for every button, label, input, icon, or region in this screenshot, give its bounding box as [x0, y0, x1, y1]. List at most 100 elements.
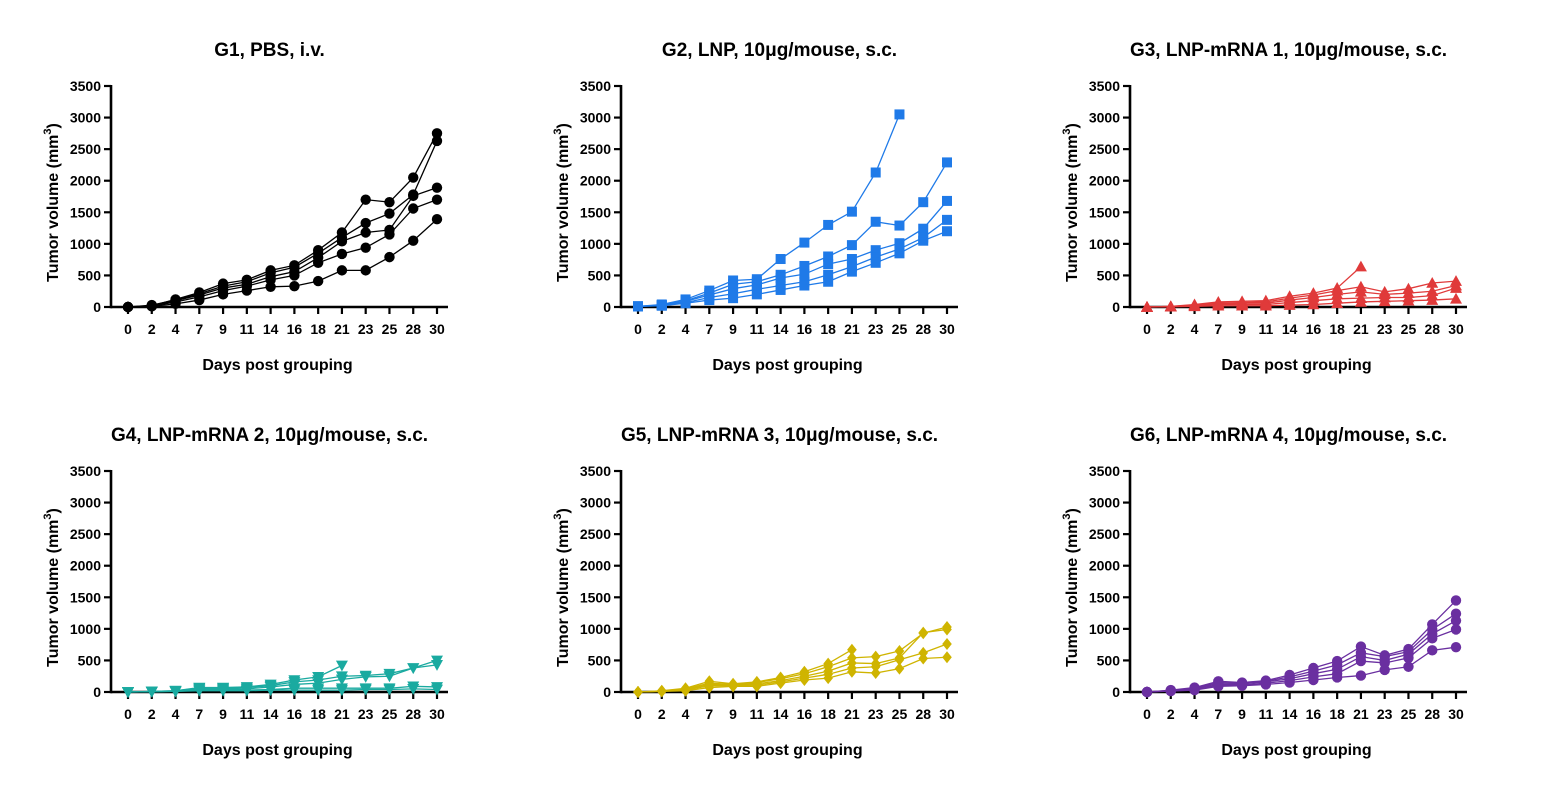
y-tick-label: 500	[588, 267, 612, 283]
chart-title: G1, PBS, i.v.	[214, 40, 325, 61]
y-axis-label: Tumor volume (mm3)	[1061, 508, 1081, 667]
y-tick-label: 3500	[580, 463, 611, 479]
series-line	[637, 162, 948, 308]
x-tick-label: 28	[1424, 321, 1440, 337]
x-tick-label: 11	[1258, 706, 1273, 722]
x-tick-label: 16	[287, 321, 303, 337]
data-point	[1236, 299, 1249, 311]
data-point	[1284, 677, 1295, 688]
data-point	[894, 220, 905, 231]
x-tick-label: 4	[1191, 321, 1199, 337]
y-tick-label: 2500	[70, 141, 101, 157]
x-tick-label: 30	[429, 321, 445, 337]
data-point	[407, 663, 420, 675]
x-tick-label: 2	[148, 706, 156, 722]
y-tick-label: 3500	[580, 78, 611, 94]
series-2	[633, 620, 952, 698]
data-point	[360, 217, 371, 229]
data-point	[894, 248, 905, 259]
chart-title: G4, LNP-mRNA 2, 10μg/mouse, s.c.	[111, 425, 428, 446]
x-tick-label: 25	[382, 706, 398, 722]
data-point	[870, 167, 881, 178]
x-tick-label: 28	[405, 321, 421, 337]
data-point	[1450, 641, 1462, 653]
y-tick-label: 1000	[70, 236, 101, 252]
data-point	[384, 208, 395, 219]
data-point	[1426, 277, 1439, 288]
data-point	[823, 269, 834, 280]
x-axis-label: Days post grouping	[712, 742, 862, 759]
series-1	[633, 643, 857, 698]
data-point	[918, 652, 929, 665]
data-point	[1354, 295, 1367, 307]
x-tick-label: 11	[239, 321, 254, 337]
y-tick-label: 500	[588, 652, 612, 668]
x-tick-label: 14	[263, 706, 279, 722]
data-point	[894, 662, 905, 675]
data-point	[942, 195, 952, 206]
y-tick-label: 3000	[580, 495, 611, 511]
x-tick-label: 21	[334, 706, 350, 722]
data-point	[1427, 633, 1438, 644]
series-line	[1146, 287, 1457, 308]
x-tick-label: 30	[939, 321, 955, 337]
x-tick-label: 7	[195, 321, 203, 337]
data-point	[751, 289, 762, 300]
data-point	[359, 672, 372, 683]
data-point	[1378, 295, 1391, 307]
x-tick-label: 0	[124, 706, 132, 722]
x-tick-label: 2	[658, 706, 666, 722]
data-point	[775, 677, 786, 690]
chart-title: G6, LNP-mRNA 4, 10μg/mouse, s.c.	[1130, 425, 1447, 446]
chart-panel-6: G6, LNP-mRNA 4, 10μg/mouse, s.c. 0 500 1000…	[1061, 425, 1467, 759]
x-tick-label: 25	[1401, 321, 1417, 337]
data-point	[823, 219, 834, 230]
data-point	[894, 109, 905, 120]
x-tick-label: 23	[868, 706, 884, 722]
y-tick-label: 3000	[70, 110, 101, 126]
data-point	[408, 203, 419, 214]
y-axis-label: Tumor volume (mm3)	[1061, 123, 1081, 282]
x-tick-label: 14	[773, 706, 789, 722]
data-point	[799, 269, 810, 280]
x-tick-label: 18	[820, 321, 836, 337]
chart-panel-2: G2, LNP, 10μg/mouse, s.c. 0 500 1000 1500 200…	[552, 40, 958, 374]
data-point	[335, 660, 348, 672]
x-tick-label: 2	[658, 321, 666, 337]
series-5	[633, 651, 952, 698]
y-tick-label: 2500	[580, 526, 611, 542]
data-point	[942, 157, 952, 168]
x-tick-label: 0	[1143, 706, 1151, 722]
chart-panel-1: G1, PBS, i.v. 0 500 1000 1500 2000 2500 3000 350…	[42, 40, 448, 374]
x-tick-label: 0	[634, 706, 642, 722]
data-point	[680, 684, 691, 697]
data-point	[656, 685, 667, 698]
x-axis-label: Days post grouping	[1221, 742, 1371, 759]
x-tick-label: 16	[1306, 706, 1322, 722]
y-tick-label: 2000	[1089, 558, 1120, 574]
y-tick-label: 1000	[580, 236, 611, 252]
x-tick-label: 25	[382, 321, 398, 337]
data-point	[704, 681, 715, 694]
y-tick-label: 2500	[1089, 526, 1120, 542]
data-point	[1165, 685, 1176, 697]
data-point	[145, 686, 158, 698]
chart-title: G3, LNP-mRNA 1, 10μg/mouse, s.c.	[1130, 40, 1447, 61]
x-axis-label: Days post grouping	[202, 742, 352, 759]
data-point	[918, 197, 929, 208]
x-tick-label: 28	[915, 321, 931, 337]
x-tick-label: 25	[892, 706, 908, 722]
x-tick-label: 2	[1167, 706, 1175, 722]
data-point	[336, 265, 348, 276]
x-tick-label: 9	[729, 321, 737, 337]
x-tick-label: 21	[1353, 706, 1369, 722]
x-tick-label: 23	[1377, 706, 1393, 722]
y-tick-label: 1000	[1089, 621, 1120, 637]
x-tick-label: 9	[1238, 321, 1246, 337]
y-tick-label: 3000	[70, 495, 101, 511]
data-point	[846, 240, 857, 251]
data-point	[408, 190, 419, 202]
data-point	[1403, 661, 1414, 672]
data-point	[870, 667, 881, 680]
data-point	[1331, 297, 1344, 309]
